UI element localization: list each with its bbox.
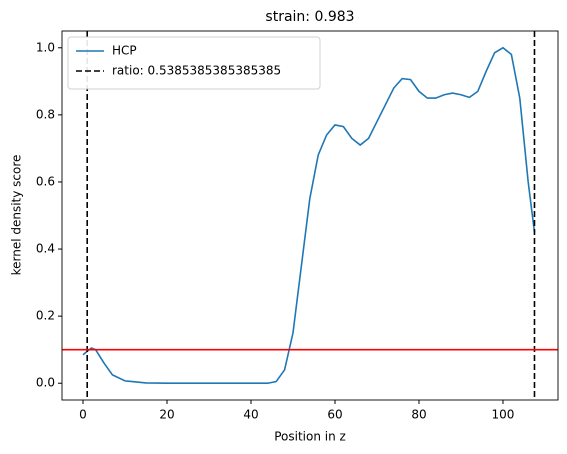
x-axis-label: Position in z bbox=[274, 430, 346, 444]
chart-title: strain: 0.983 bbox=[265, 9, 354, 25]
x-tick-label: 60 bbox=[327, 408, 342, 422]
x-tick-label: 80 bbox=[411, 408, 426, 422]
x-tick-label: 0 bbox=[79, 408, 87, 422]
legend-label: HCP bbox=[112, 44, 137, 58]
line bbox=[82, 46, 536, 385]
x-tick-label: 100 bbox=[492, 408, 515, 422]
y-axis-label: kernel density score bbox=[10, 155, 24, 276]
y-tick-label: 0.6 bbox=[36, 174, 55, 188]
y-tick-label: 0.8 bbox=[36, 107, 55, 121]
x-tick-label: 40 bbox=[243, 408, 258, 422]
y-tick-label: 0.4 bbox=[36, 242, 55, 256]
y-tick-label: 1.0 bbox=[36, 40, 55, 54]
legend-box bbox=[67, 36, 321, 90]
x-tick-label: 20 bbox=[159, 408, 174, 422]
y-tick-label: 0.0 bbox=[36, 376, 55, 390]
legend-label: ratio: 0.5385385385385385 bbox=[112, 64, 281, 78]
y-tick-label: 0.2 bbox=[36, 309, 55, 323]
axes-frame bbox=[61, 30, 559, 401]
